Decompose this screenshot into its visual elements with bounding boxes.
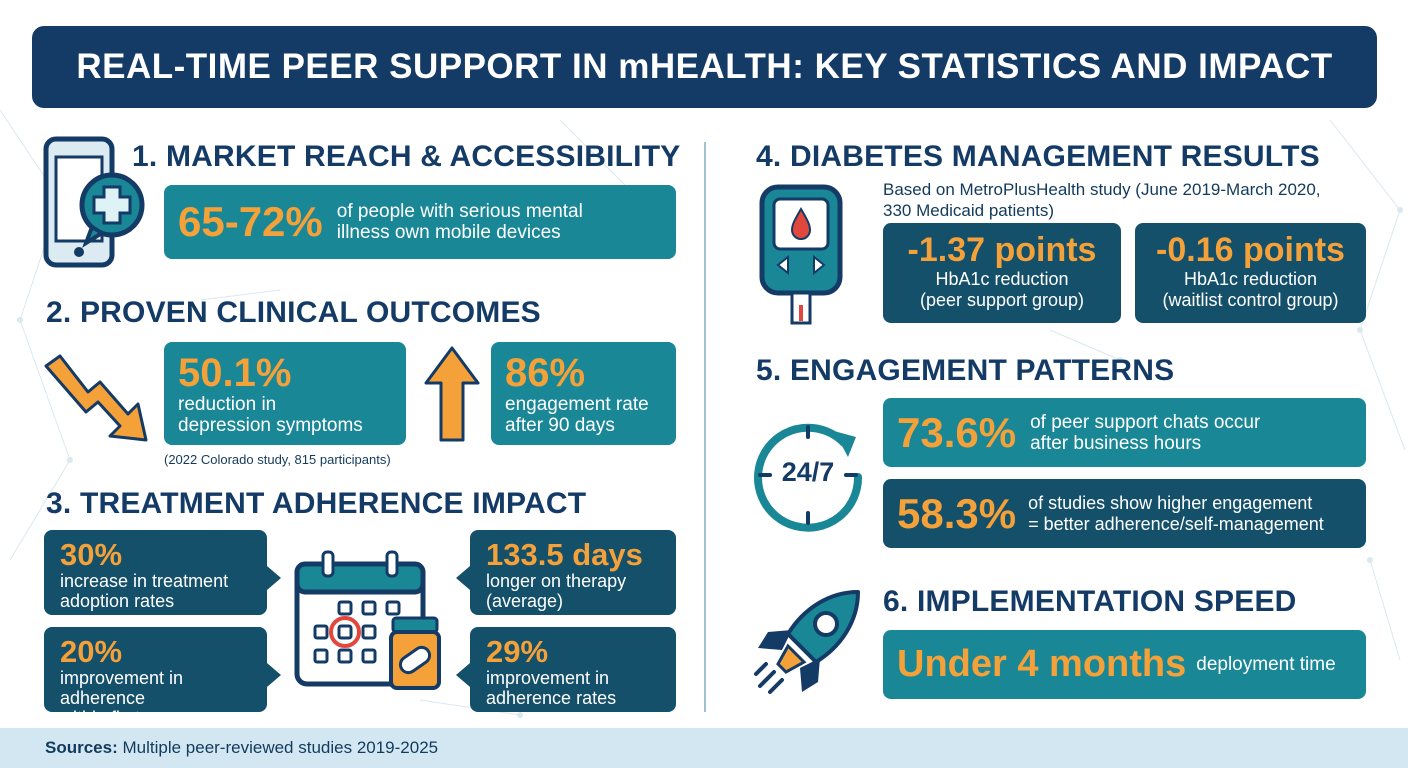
glucose-meter-icon [759, 184, 843, 325]
stat-text-line: of people with serious mental [336, 201, 583, 222]
stat-text-line: reduction in [178, 394, 277, 415]
study-subtitle-line: 330 Medicaid patients) [883, 201, 1055, 220]
stat-text-line: of studies show higher engagement [1028, 492, 1313, 513]
phone-medical-icon [43, 136, 145, 268]
study-note: (2022 Colorado study, 815 participants) [164, 452, 391, 467]
section6-title: 6. IMPLEMENTATION SPEED [883, 585, 1297, 618]
stat-text-line: depression symptoms [178, 415, 363, 436]
stat-text: deployment time [1196, 654, 1336, 675]
stat-description: of studies show higher engagement = bett… [1028, 493, 1324, 535]
stat-value: -1.37 points [907, 231, 1097, 269]
sources-label: Sources: [45, 738, 118, 757]
section1-title: 1. MARKET REACH & ACCESSIBILITY [132, 140, 681, 173]
stat-card-after-hours-chats: 73.6% of peer support chats occur after … [883, 398, 1366, 467]
stat-card-engagement-rate: 86% engagement rate after 90 days [491, 342, 676, 445]
stat-value: 29% [486, 634, 549, 669]
arrow-up-icon [424, 346, 480, 442]
stat-value: 50.1% [178, 351, 292, 395]
stat-card-depression-reduction: 50.1% reduction in depression symptoms [164, 342, 406, 445]
stat-text-line: of peer support chats occur [1030, 411, 1261, 433]
stat-text-line: after business hours [1030, 432, 1202, 454]
stat-text-line: adherence rates [486, 688, 617, 708]
study-subtitle-line: Based on MetroPlusHealth study (June 201… [883, 180, 1321, 199]
section3-title: 3. TREATMENT ADHERENCE IMPACT [46, 487, 587, 520]
stat-text-line: longer on therapy [486, 571, 627, 591]
trend-down-arrow-icon [44, 354, 148, 442]
stat-card-deployment-time: Under 4 months deployment time [883, 630, 1366, 699]
stat-text-line: improvement in adherence [60, 668, 184, 708]
clock-label: 24/7 [781, 457, 835, 487]
stat-text-line: within first year [60, 708, 181, 728]
page-title: REAL-TIME PEER SUPPORT IN mHEALTH: KEY S… [76, 47, 1333, 86]
stat-card-mobile-ownership: 65-72% of people with serious mental ill… [164, 185, 676, 259]
sources-footer: Sources: Multiple peer-reviewed studies … [0, 728, 1408, 768]
stat-value: -0.16 points [1156, 231, 1345, 269]
header-banner: REAL-TIME PEER SUPPORT IN mHEALTH: KEY S… [32, 26, 1377, 108]
stat-card-adherence-first-year: 20% improvement in adherence within firs… [44, 627, 281, 728]
stat-text-line: (peer support group) [919, 290, 1085, 310]
stat-card-adherence-rates: 29% improvement in adherence rates [456, 627, 676, 712]
section4-title: 4. DIABETES MANAGEMENT RESULTS [756, 140, 1320, 173]
stat-card-adoption-rates: 30% increase in treatment adoption rates [44, 530, 281, 615]
stat-text-line: HbA1c reduction [935, 269, 1069, 289]
stat-value: 73.6% [897, 408, 1017, 456]
section2-title: 2. PROVEN CLINICAL OUTCOMES [46, 296, 541, 329]
stat-value: 65-72% [178, 198, 323, 245]
stat-text-line: HbA1c reduction [1183, 269, 1318, 289]
stat-card-engagement-adherence: 58.3% of studies show higher engagement … [883, 479, 1366, 548]
stat-value: 30% [60, 537, 123, 572]
calendar-medication-icon [294, 550, 441, 690]
stat-text-line: improvement in [486, 668, 610, 688]
stat-text-line: (waitlist control group) [1162, 290, 1339, 310]
section5-title: 5. ENGAGEMENT PATTERNS [756, 354, 1175, 387]
stat-text-line: illness own mobile devices [336, 222, 561, 243]
stat-card-waitlist-hba1c: -0.16 points HbA1c reduction (waitlist c… [1135, 223, 1366, 323]
stat-value: 58.3% [897, 489, 1017, 537]
stat-text-line: (average) [486, 591, 564, 611]
stat-card-peer-support-hba1c: -1.37 points HbA1c reduction (peer suppo… [883, 223, 1121, 323]
column-divider [704, 142, 706, 712]
rocket-icon [754, 590, 860, 694]
stat-description: of people with serious mental illness ow… [337, 201, 583, 243]
stat-text-line: after 90 days [505, 415, 615, 436]
study-subtitle: Based on MetroPlusHealth study (June 201… [883, 179, 1321, 221]
clock-24-7-icon: 24/7 [748, 415, 868, 535]
stat-text-line: increase in treatment [60, 571, 229, 591]
stat-value: Under 4 months [897, 643, 1187, 685]
sources-text: Multiple peer-reviewed studies 2019-2025 [122, 738, 439, 757]
stat-value: 133.5 days [486, 537, 643, 572]
stat-text-line: = better adherence/self-management [1028, 513, 1324, 534]
stat-card-therapy-days: 133.5 days longer on therapy (average) [456, 530, 676, 615]
stat-text-line: adoption rates [60, 591, 175, 611]
stat-text-line: engagement rate [505, 394, 649, 415]
stat-value: 86% [505, 351, 586, 395]
stat-value: 20% [60, 634, 123, 669]
stat-description: of peer support chats occur after busine… [1030, 412, 1260, 454]
